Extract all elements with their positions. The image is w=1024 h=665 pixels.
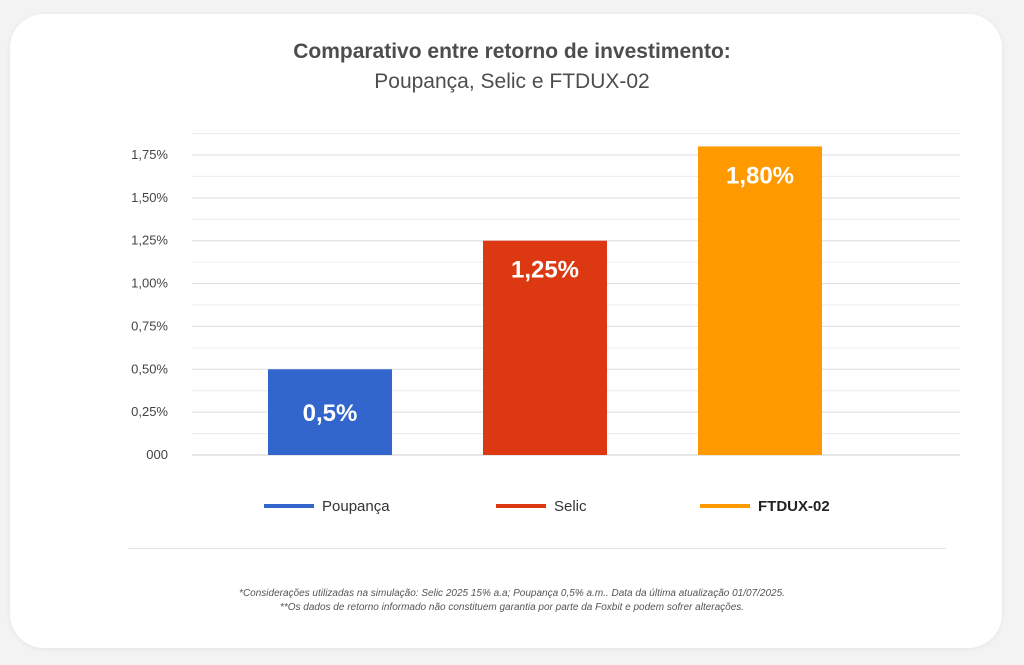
y-tick-label: 0,50%: [131, 361, 168, 376]
y-tick-label: 0,75%: [131, 318, 168, 333]
divider: [128, 548, 946, 549]
chart-subtitle: Poupança, Selic e FTDUX-02: [374, 70, 650, 93]
y-tick-label: 0,25%: [131, 404, 168, 419]
chart-title: Comparativo entre retorno de investiment…: [293, 40, 731, 63]
bar-data-label: 1,25%: [511, 257, 579, 284]
legend-label: Poupança: [322, 498, 390, 515]
bar-3: [698, 146, 822, 455]
legend-swatch: [700, 504, 750, 508]
legend-label: Selic: [554, 498, 587, 515]
y-tick-label: 000: [146, 447, 168, 462]
y-tick-label: 1,00%: [131, 276, 168, 291]
y-tick-label: 1,75%: [131, 147, 168, 162]
footnote-2: **Os dados de retorno informado não cons…: [279, 602, 745, 613]
bar-data-label: 1,80%: [726, 162, 794, 189]
y-tick-label: 1,25%: [131, 233, 168, 248]
bar-chart: 000 0,25% 0,50% 0,75% 1,00% 1,25% 1,50% 1,75% 0,…: [131, 133, 960, 515]
legend-label: FTDUX-02: [758, 498, 830, 515]
legend-swatch: [264, 504, 314, 508]
bar-1: [268, 369, 392, 455]
bar-data-label: 0,5%: [303, 400, 358, 427]
bar-2: [483, 240, 607, 455]
y-tick-label: 1,50%: [131, 190, 168, 205]
footnote-1: *Considerações utilizadas na simulação: …: [239, 588, 785, 599]
legend-swatch: [496, 504, 546, 508]
